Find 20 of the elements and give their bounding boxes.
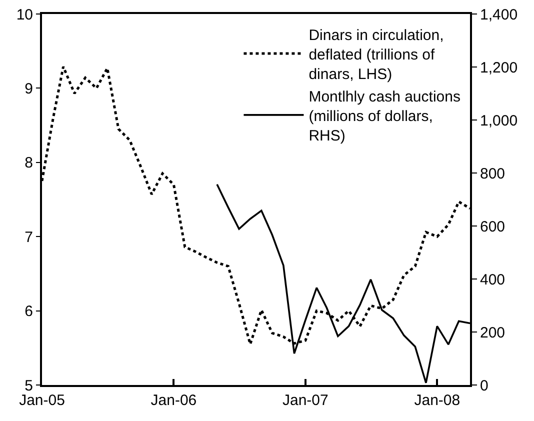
y-tick-label: 10 (16, 6, 33, 24)
y2-tick-label: 1,200 (480, 59, 518, 76)
y-tick-label: 8 (24, 154, 33, 172)
y-tick-label: 6 (24, 303, 33, 320)
y2-tick-label: 1,400 (480, 6, 518, 24)
x-tick-label: Jan-07 (282, 392, 328, 409)
x-tick-label: Jan-05 (19, 392, 65, 409)
legend-label: Montlhly cash auctions (millions of dollars, RHS) (308, 88, 460, 144)
y2-tick-label: 200 (480, 324, 506, 342)
x-tick-label: Jan-06 (150, 392, 197, 409)
y-tick-label: 9 (24, 80, 33, 98)
y2-tick-label: 400 (480, 271, 506, 288)
x-tick-label: Jan-08 (414, 392, 460, 409)
y-tick-label: 5 (24, 377, 33, 394)
y-tick-label: 7 (24, 228, 33, 246)
y2-tick-label: 0 (480, 377, 488, 394)
legend-label: Dinars in circulation, deflated (trillions of dinars, LHS) (308, 26, 444, 83)
y2-tick-label: 1,000 (480, 112, 518, 130)
y2-tick-label: 600 (480, 218, 506, 236)
y2-tick-label: 800 (480, 165, 506, 182)
